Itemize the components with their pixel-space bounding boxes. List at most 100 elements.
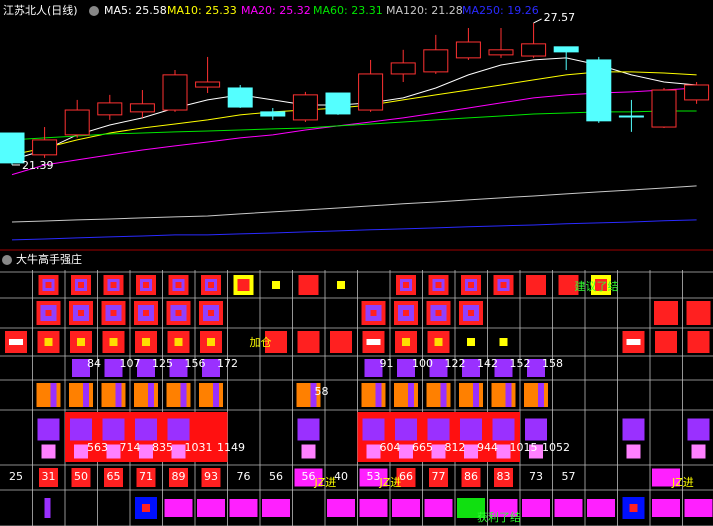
signal-cell	[494, 359, 513, 377]
indicator-icon[interactable]	[2, 255, 12, 265]
signal-cell	[526, 275, 546, 295]
ma-legend: MA250: 19.26	[462, 4, 539, 17]
signal-cell	[431, 444, 446, 459]
signal-cell	[397, 359, 415, 377]
indicator-text: 1031	[185, 441, 213, 454]
signal-cell	[359, 499, 388, 517]
signal-cell	[473, 383, 479, 407]
signal-cell	[467, 338, 475, 346]
signal-cell	[626, 339, 641, 345]
indicator-text: 76	[237, 470, 251, 483]
indicator-text: 93	[204, 470, 218, 483]
ma-legend: MA60: 23.31	[313, 4, 383, 17]
candle-body	[553, 46, 579, 53]
signal-cell	[522, 499, 550, 517]
indicator-text: 152	[510, 357, 531, 370]
indicator-text: 91	[380, 357, 394, 370]
indicator-text: 714	[120, 441, 141, 454]
signal-cell	[468, 310, 474, 316]
signal-cell	[142, 338, 150, 346]
indicator-text: 83	[497, 470, 511, 483]
signal-cell	[71, 468, 91, 487]
indicator-text: 建议了结	[575, 279, 619, 293]
signal-cell	[524, 383, 548, 407]
signal-cell	[459, 383, 483, 407]
signal-cell	[424, 499, 453, 517]
signal-cell	[457, 498, 485, 518]
signal-cell	[294, 468, 323, 487]
signal-cell	[687, 331, 710, 353]
signal-cell	[175, 282, 182, 288]
indicator-text: 812	[445, 441, 466, 454]
signal-cell	[494, 468, 513, 487]
signal-cell	[505, 383, 512, 407]
signal-cell	[500, 282, 507, 288]
candle-body	[227, 87, 253, 108]
settings-icon[interactable]	[89, 6, 99, 16]
indicator-text: 66	[399, 470, 413, 483]
signal-cell	[137, 359, 155, 377]
signal-cell	[134, 383, 158, 407]
signal-cell	[201, 468, 221, 487]
signal-cell	[70, 418, 92, 441]
indicator-text: 65	[107, 470, 121, 483]
ma-line	[11, 87, 697, 176]
indicator-text: 84	[87, 357, 101, 370]
signal-cell	[78, 310, 84, 316]
indicator-text: 25	[9, 470, 23, 483]
signal-cell	[427, 418, 450, 441]
indicator-text: JZ进	[671, 476, 694, 489]
signal-cell	[115, 383, 122, 407]
signal-cell	[237, 279, 250, 291]
signal-cell	[77, 338, 85, 346]
indicator-text: 71	[139, 470, 153, 483]
signal-cell	[39, 468, 58, 487]
signal-cell	[72, 359, 90, 377]
indicator-text: 73	[529, 470, 543, 483]
indicator-text: 122	[445, 357, 466, 370]
signal-cell	[109, 338, 118, 346]
indicator-title: 大牛高手强庄	[16, 252, 82, 266]
ma-legend: MA120: 21.28	[386, 4, 463, 17]
indicator-text: 125	[152, 357, 173, 370]
signal-cell	[175, 310, 182, 316]
candle-body	[684, 84, 710, 101]
signal-cell	[208, 310, 214, 316]
signal-cell	[392, 499, 420, 517]
signal-cell	[166, 383, 191, 407]
signal-cell	[36, 383, 61, 407]
signal-cell	[164, 499, 193, 517]
indicator-text: 107	[120, 357, 141, 370]
signal-cell	[394, 383, 418, 407]
signal-cell	[395, 418, 417, 441]
signal-cell	[434, 338, 443, 346]
ma-line	[11, 57, 697, 161]
signal-cell	[330, 331, 352, 353]
signal-cell	[622, 418, 645, 441]
signal-cell	[139, 444, 153, 459]
signal-cell	[229, 499, 258, 517]
annotation-arrow	[533, 18, 542, 24]
ma-line	[11, 71, 697, 156]
indicator-text: 89	[172, 470, 186, 483]
signal-cell	[538, 383, 544, 407]
indicator-text: 获利了结	[477, 511, 521, 524]
indicator-text: 665	[412, 441, 433, 454]
candle-body	[390, 62, 416, 75]
signal-cell	[655, 331, 677, 353]
signal-cell	[491, 383, 516, 407]
indicator-text: 57	[562, 470, 576, 483]
signal-cell	[687, 418, 710, 441]
signal-cell	[525, 418, 547, 441]
indicator-text: 156	[185, 357, 206, 370]
signal-cell	[202, 359, 220, 377]
indicator-text: 40	[334, 470, 348, 483]
signal-cell	[652, 499, 680, 517]
candle-body	[651, 89, 677, 128]
candle-body	[32, 139, 58, 156]
signal-cell	[37, 418, 60, 441]
signal-cell	[359, 468, 388, 487]
indicator-text: 56	[269, 470, 283, 483]
indicator-text: 86	[464, 470, 478, 483]
indicator-text: 604	[380, 441, 401, 454]
